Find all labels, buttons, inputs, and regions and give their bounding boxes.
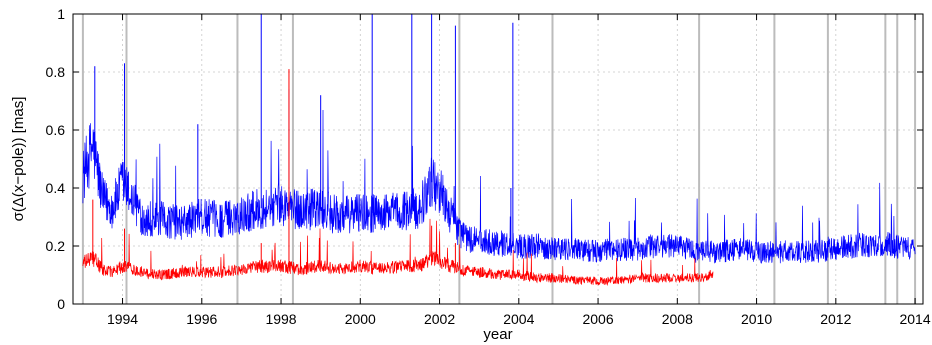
x-tick-label: 2010 — [741, 311, 772, 327]
red-series-line — [82, 218, 714, 287]
x-tick-label: 1998 — [265, 311, 296, 327]
x-tick-label: 1996 — [186, 311, 217, 327]
x-axis: 1994 1996 1998 2000 2002 2004 2006 2008 2010 2012… — [107, 14, 931, 327]
x-axis-label: year — [483, 326, 512, 343]
x-tick-label: 2000 — [345, 311, 376, 327]
x-tick-label: 2008 — [662, 311, 693, 327]
y-tick-label: 0.4 — [46, 180, 66, 196]
x-tick-label: 2002 — [424, 311, 455, 327]
series-group — [82, 14, 916, 287]
x-tick-label: 2012 — [820, 311, 851, 327]
y-tick-label: 0.8 — [46, 64, 66, 80]
x-tick-label: 2004 — [503, 311, 534, 327]
plot-frame — [72, 13, 924, 305]
x-tick-label: 1994 — [107, 311, 138, 327]
y-tick-label: 0.2 — [46, 238, 66, 254]
y-tick-label: 1 — [57, 6, 65, 22]
x-tick-label: 2006 — [582, 311, 613, 327]
y-axis: 0 0.2 0.4 0.6 0.8 1 — [46, 6, 923, 312]
y-axis-label: σ(Δ(x−pole)) [mas] — [10, 97, 27, 222]
blue-series-line — [82, 109, 916, 264]
y-tick-label: 0 — [57, 296, 65, 312]
x-tick-label: 2014 — [899, 311, 930, 327]
y-tick-label: 0.6 — [46, 122, 66, 138]
